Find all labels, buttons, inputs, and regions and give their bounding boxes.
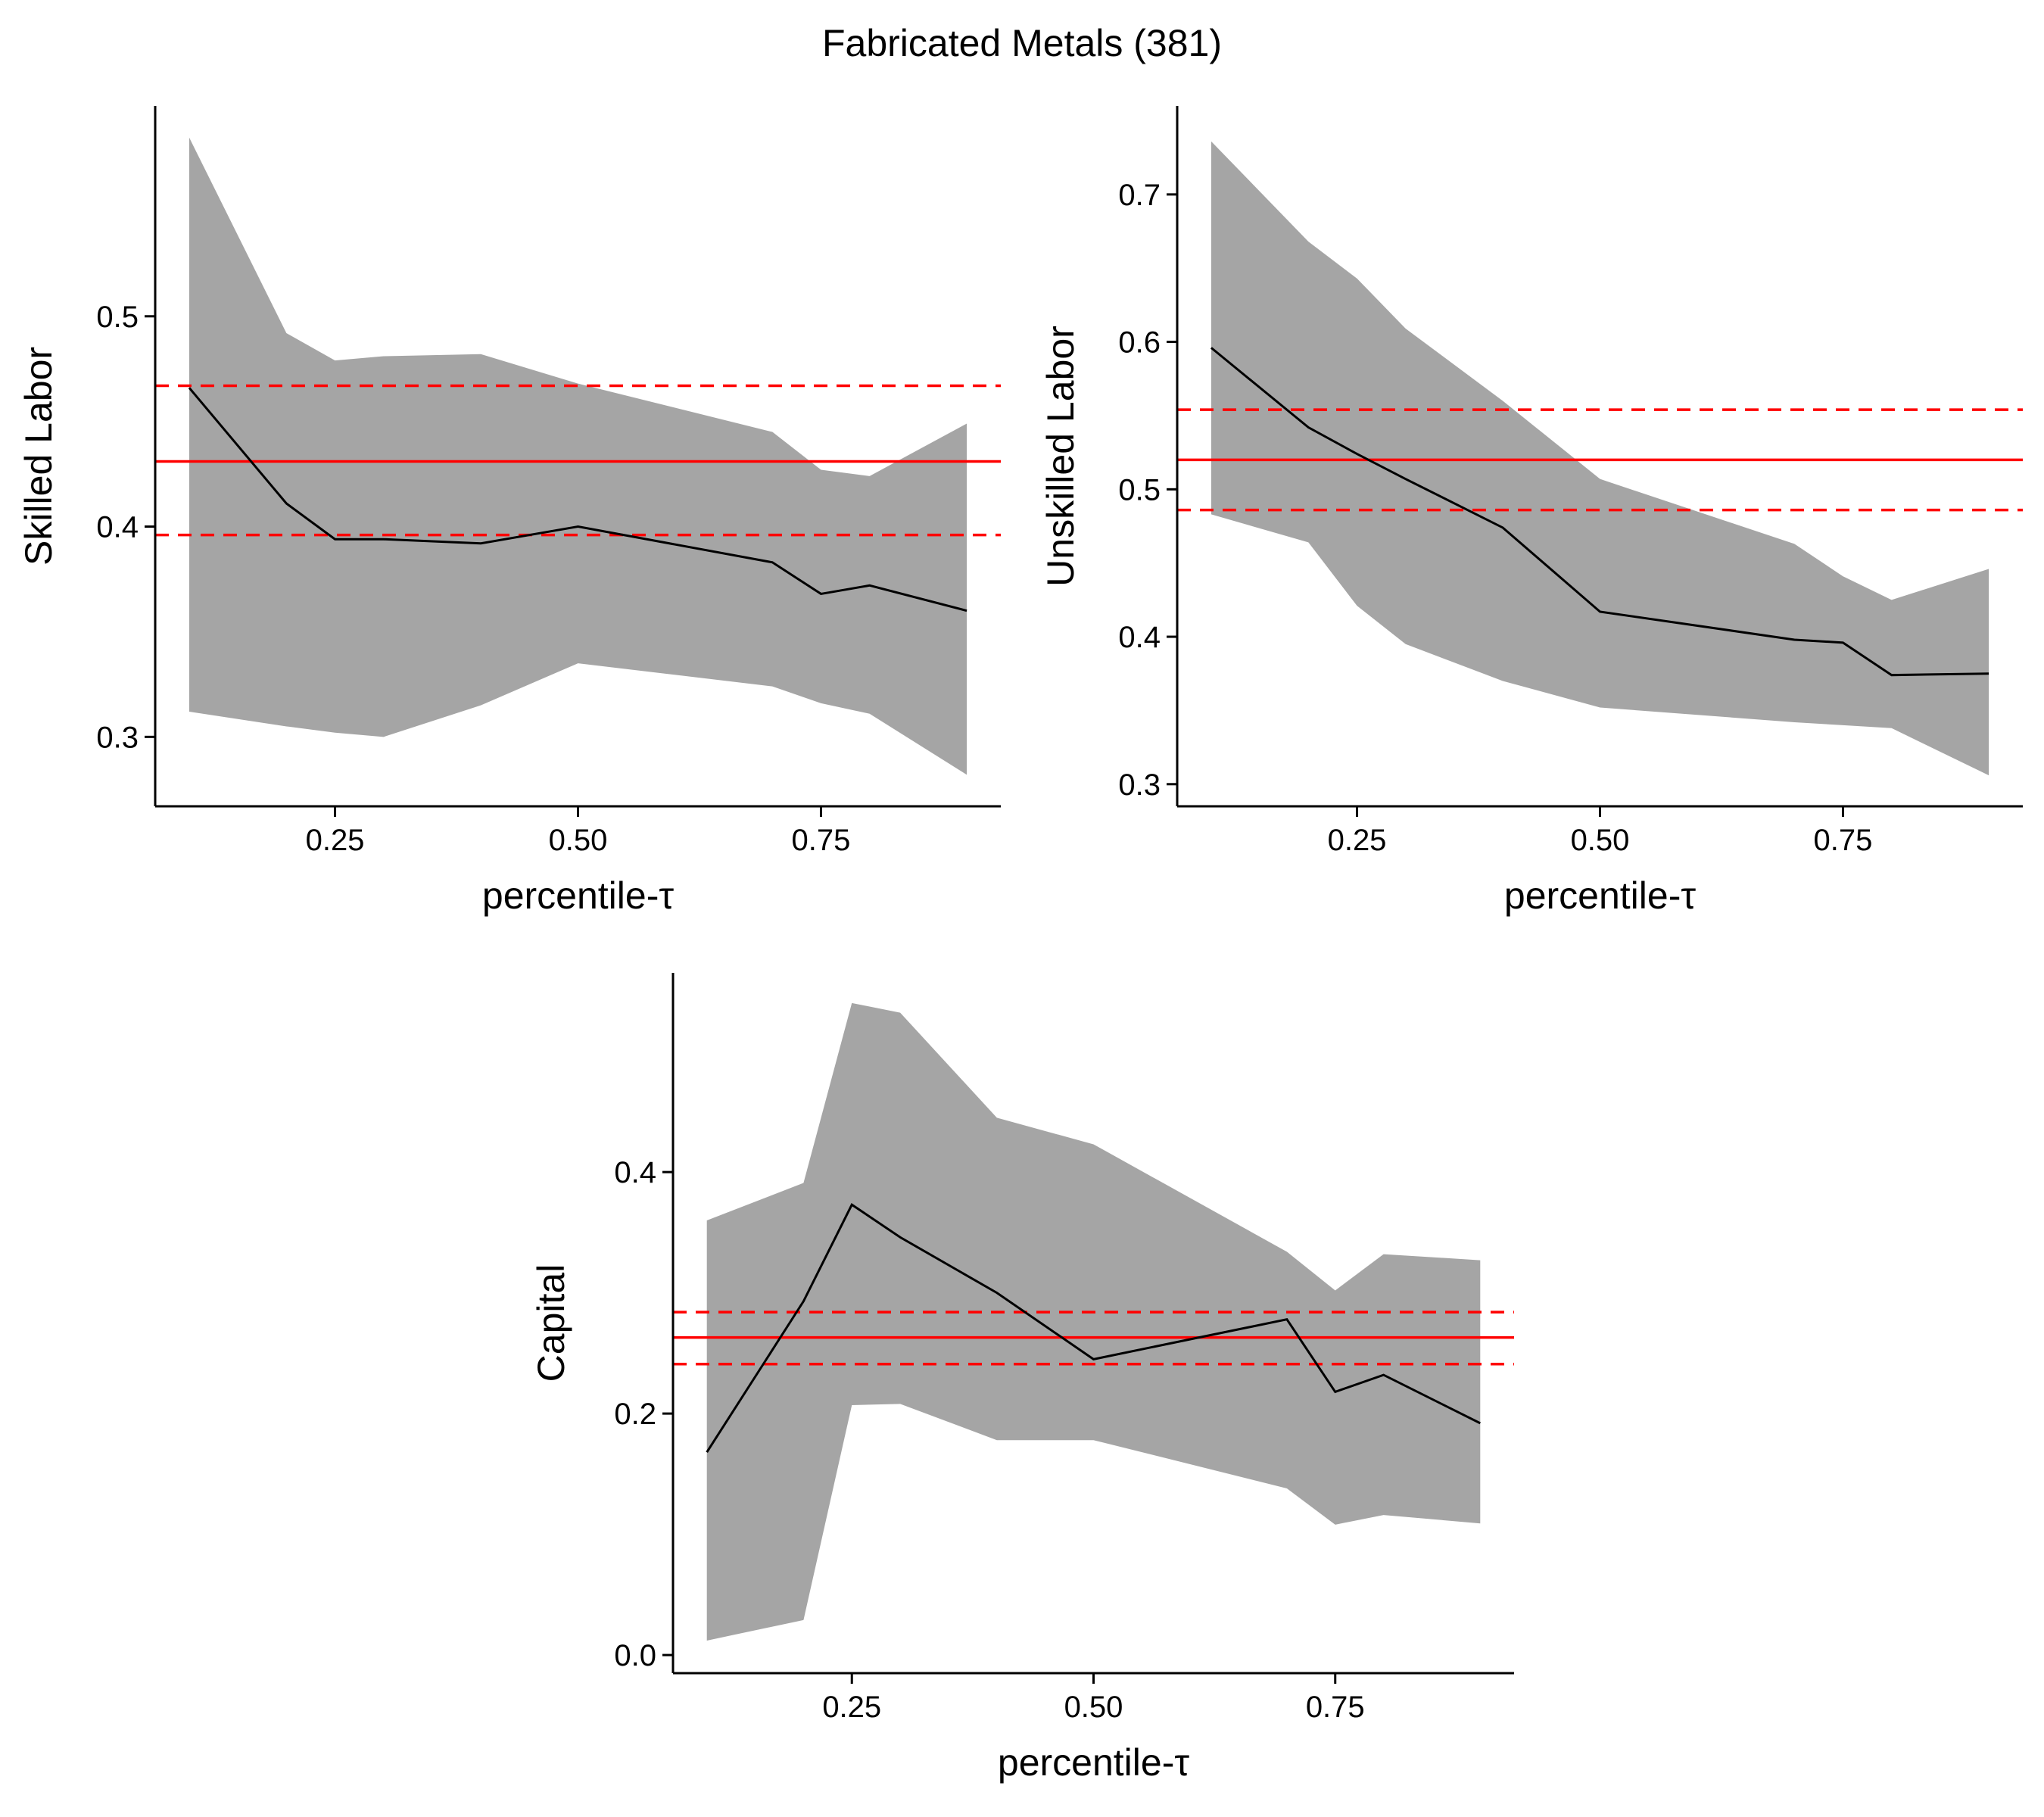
x-tick-label: 0.25 — [306, 824, 365, 857]
y-tick-label: 0.5 — [96, 301, 139, 334]
x-axis-label: percentile-τ — [482, 874, 674, 917]
x-tick-label: 0.50 — [1064, 1691, 1123, 1724]
x-tick-label: 0.50 — [1571, 824, 1630, 857]
x-tick-label: 0.75 — [792, 824, 851, 857]
x-tick-label: 0.75 — [1814, 824, 1873, 857]
y-tick-label: 0.0 — [614, 1639, 656, 1672]
y-tick-label: 0.4 — [1118, 621, 1161, 654]
x-tick-label: 0.25 — [1328, 824, 1387, 857]
y-tick-label: 0.3 — [1118, 768, 1161, 802]
y-axis-label: Skilled Labor — [17, 347, 60, 566]
confidence-band — [706, 1002, 1481, 1641]
y-tick-label: 0.6 — [1118, 326, 1161, 360]
confidence-band — [189, 137, 967, 775]
quantile-estimate-line — [706, 1203, 1481, 1453]
figure-title: Fabricated Metals (381) — [821, 22, 1222, 64]
y-axis-label: Capital — [530, 1264, 572, 1382]
y-tick-label: 0.2 — [614, 1398, 656, 1431]
confidence-band — [1211, 141, 1989, 776]
y-tick-label: 0.5 — [1118, 473, 1161, 506]
quantile-estimate-line — [1210, 347, 1989, 677]
x-axis-label: percentile-τ — [1504, 874, 1696, 917]
x-tick-label: 0.25 — [822, 1691, 881, 1724]
y-tick-label: 0.3 — [96, 721, 139, 754]
y-tick-label: 0.7 — [1118, 179, 1161, 212]
y-tick-label: 0.4 — [614, 1156, 656, 1189]
y-tick-label: 0.4 — [96, 511, 139, 544]
quantile-estimate-line — [188, 387, 967, 612]
x-tick-label: 0.75 — [1306, 1691, 1365, 1724]
y-axis-label: Unskilled Labor — [1039, 326, 1082, 587]
x-tick-label: 0.50 — [549, 824, 608, 857]
x-axis-label: percentile-τ — [998, 1741, 1189, 1784]
